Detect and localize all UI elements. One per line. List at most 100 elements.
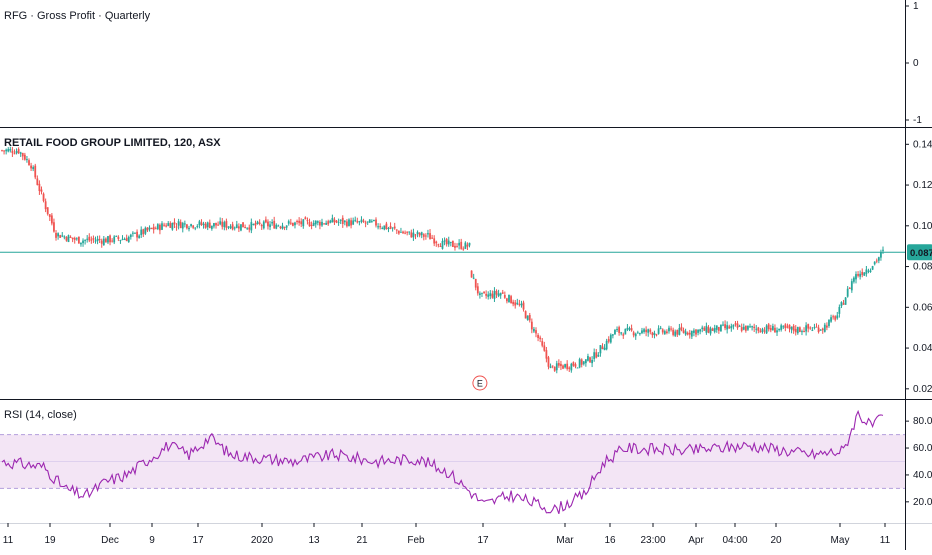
candle-body [850, 281, 853, 291]
candle-body [117, 236, 120, 239]
candle-body [707, 327, 710, 333]
candle-body [254, 222, 257, 226]
candle-body [647, 329, 650, 333]
candle-body [71, 237, 74, 240]
candle-body [614, 330, 616, 335]
candle-body [90, 239, 93, 241]
gross-profit-title: RFG · Gross Profit · Quarterly [4, 10, 151, 22]
candle-body [400, 231, 402, 233]
time-axis-label: 16 [604, 535, 616, 546]
candle-body [655, 334, 658, 336]
candle-body [859, 273, 862, 277]
candle-body [825, 325, 828, 328]
candle-body [404, 232, 406, 234]
candle-body [217, 224, 219, 226]
candle-body [512, 301, 515, 305]
candle-body [57, 233, 60, 237]
candle-body [429, 233, 431, 240]
candle-body [867, 270, 870, 272]
candle-body [566, 363, 569, 369]
candle-body [102, 238, 105, 246]
candle-body [325, 222, 328, 225]
candle-body [479, 293, 481, 295]
candle-body [813, 327, 816, 329]
candle-body [701, 327, 704, 329]
candle-body [358, 221, 361, 223]
candle-body [418, 233, 421, 236]
candle-body [148, 227, 151, 230]
candle-body [296, 221, 298, 223]
candle-body [337, 221, 340, 223]
candle-body [32, 167, 35, 170]
candle-body [533, 328, 535, 332]
time-axis-label: 9 [149, 535, 155, 546]
candle-body [198, 221, 201, 226]
candle-body [422, 234, 425, 237]
candle-body [684, 331, 687, 335]
candle-body [142, 229, 145, 235]
candle-body [30, 165, 32, 169]
earnings-marker-label: E [477, 379, 483, 389]
candle-body [194, 227, 197, 229]
candle-body [476, 286, 479, 294]
candle-body [454, 245, 456, 248]
candle-body [186, 224, 188, 229]
candle-body [767, 324, 770, 330]
time-axis-label: Feb [407, 535, 425, 546]
candle-body [751, 326, 753, 328]
time-axis-label: 20 [770, 535, 782, 546]
candle-body [688, 332, 691, 335]
candle-body [547, 357, 550, 367]
rsi-line [1, 409, 884, 514]
candle-body [80, 242, 82, 245]
candle-body [327, 221, 330, 225]
candle-body [7, 149, 10, 152]
candle-body [445, 238, 448, 245]
candle-body [522, 302, 525, 310]
candle-body [865, 269, 868, 274]
candle-body [543, 345, 546, 351]
candle-body [744, 325, 747, 331]
candle-body [715, 325, 718, 330]
candle-body [470, 270, 473, 278]
candle-body [765, 325, 768, 334]
candle-body [154, 228, 157, 230]
candle-body [520, 303, 523, 306]
candle-body [680, 326, 683, 331]
candle-body [179, 221, 182, 228]
candle-body [36, 178, 39, 185]
candle-body [651, 332, 654, 336]
candle-body [319, 221, 321, 226]
candle-body [782, 326, 785, 328]
candle-body [159, 224, 161, 231]
candle-body [26, 159, 28, 161]
candle-body [48, 214, 51, 217]
candle-body [661, 329, 664, 333]
candle-body [190, 224, 192, 227]
candle-body [134, 232, 136, 234]
candle-body [167, 223, 170, 226]
candle-body [641, 330, 643, 334]
candle-body [451, 240, 454, 247]
candle-body [300, 221, 303, 225]
candle-body [98, 239, 101, 241]
candle-body [242, 222, 244, 228]
candle-body [798, 327, 801, 332]
candle-body [695, 329, 697, 335]
candle-body [269, 224, 271, 228]
candle-body [304, 217, 307, 220]
candle-body [514, 302, 517, 306]
price-tick-label: 0.040 [913, 343, 932, 354]
rsi-tick-label: 20.00 [913, 497, 932, 508]
candle-body [17, 149, 20, 154]
candle-body [381, 227, 384, 229]
time-axis-label: 11 [3, 535, 14, 546]
gp-tick-label: 0 [913, 58, 919, 69]
candle-body [497, 293, 500, 297]
candle-body [75, 238, 78, 240]
candle-body [499, 293, 502, 296]
candle-body [67, 235, 70, 243]
candle-body [460, 241, 463, 249]
